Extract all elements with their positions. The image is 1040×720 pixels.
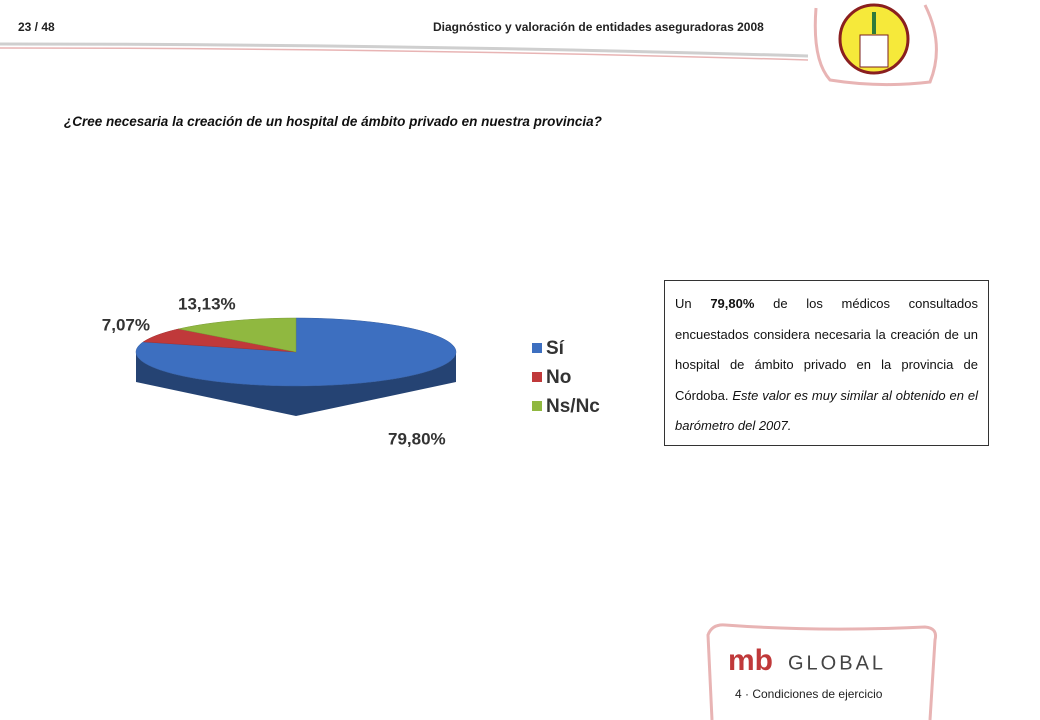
data-label: 7,07% bbox=[102, 315, 150, 334]
text-part: 79,80% bbox=[710, 296, 755, 311]
pie-slice bbox=[178, 317, 297, 353]
pie-slice bbox=[142, 328, 297, 353]
data-label: 13,13% bbox=[178, 294, 236, 313]
text-part: Este valor es muy similar al obtenido en… bbox=[675, 387, 978, 434]
legend-label: Ns/Nc bbox=[546, 396, 600, 417]
logo-frame bbox=[813, 4, 938, 87]
data-label: 79,80% bbox=[388, 429, 446, 448]
text-part: Un bbox=[675, 296, 711, 311]
footer-frame bbox=[706, 623, 937, 720]
header-title: Diagnóstico y valoración de entidades as… bbox=[433, 20, 764, 34]
header-line bbox=[0, 42, 809, 58]
legend-label: No bbox=[546, 367, 571, 388]
pie-side bbox=[136, 352, 456, 416]
page-number: 23 / 48 bbox=[18, 20, 55, 34]
legend-swatch bbox=[532, 372, 542, 382]
crest-inner bbox=[859, 34, 889, 68]
legend-swatch bbox=[532, 343, 542, 353]
logo-global: GLOBAL bbox=[788, 652, 886, 674]
logo-mb: mb bbox=[728, 644, 773, 677]
legend-label: Sí bbox=[546, 338, 565, 359]
legend-swatch bbox=[532, 401, 542, 411]
question: ¿Cree necesaria la creación de un hospit… bbox=[64, 114, 602, 129]
text-box: Un 79,80% de los médicos consultados enc… bbox=[664, 280, 989, 446]
text-part: de los médicos consultados encuestados c… bbox=[675, 296, 979, 403]
footer-section: 4 · Condiciones de ejercicio bbox=[735, 687, 883, 701]
header-line bbox=[0, 47, 809, 61]
